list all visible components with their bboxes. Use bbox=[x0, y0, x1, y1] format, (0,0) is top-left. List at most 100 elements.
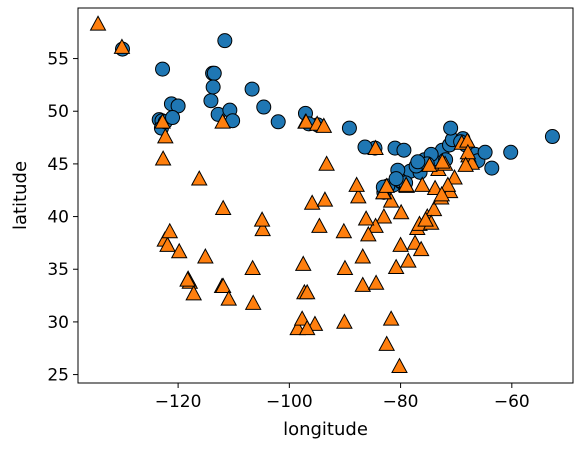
triangle-point bbox=[392, 203, 410, 220]
y-tick-labels: 25 30 35 40 45 50 55 bbox=[47, 50, 69, 386]
triangle-point bbox=[253, 211, 271, 227]
circle-point bbox=[443, 120, 459, 136]
triangle-point bbox=[315, 117, 333, 133]
triangle-point bbox=[154, 150, 172, 166]
x-tick-label: −80 bbox=[383, 392, 419, 412]
triangle-point bbox=[392, 236, 409, 252]
y-tick-label: 55 bbox=[47, 50, 69, 70]
triangle-point bbox=[433, 185, 451, 202]
triangle-point bbox=[382, 192, 400, 208]
y-axis-label: latitude bbox=[10, 161, 31, 230]
y-tick-label: 25 bbox=[47, 366, 69, 386]
triangle-point bbox=[367, 139, 384, 155]
triangle-point bbox=[354, 248, 372, 264]
x-tick-labels: −120 −100 −80 −60 bbox=[155, 392, 530, 412]
circle-point bbox=[244, 81, 260, 97]
circle-point bbox=[410, 154, 426, 170]
triangle-point bbox=[318, 155, 335, 171]
triangle-point bbox=[359, 225, 377, 242]
triangle-point bbox=[316, 191, 334, 207]
triangle-point bbox=[378, 177, 396, 193]
triangle-point bbox=[154, 113, 171, 129]
triangle-point bbox=[439, 176, 457, 192]
triangle-point bbox=[179, 271, 196, 287]
triangle-point bbox=[170, 242, 188, 259]
triangle-point bbox=[348, 176, 365, 192]
x-tick-label: −60 bbox=[494, 392, 530, 412]
triangle-point bbox=[425, 200, 443, 217]
triangle-point bbox=[336, 313, 353, 329]
y-tick-label: 30 bbox=[47, 313, 69, 333]
triangle-point bbox=[354, 276, 372, 292]
triangle-point bbox=[382, 310, 400, 326]
circle-point bbox=[396, 142, 412, 158]
triangle-point bbox=[161, 222, 179, 239]
circle-point bbox=[217, 33, 233, 49]
triangle-point bbox=[303, 194, 321, 210]
circle-point bbox=[388, 171, 404, 187]
triangle-point bbox=[417, 211, 434, 227]
triangle-point bbox=[433, 153, 451, 169]
triangle-point bbox=[254, 220, 271, 237]
y-tick-label: 45 bbox=[47, 155, 69, 175]
triangle-point bbox=[391, 357, 408, 374]
circle-point bbox=[256, 99, 272, 115]
circle-point bbox=[205, 79, 221, 95]
circle-point bbox=[165, 110, 181, 126]
circle-point bbox=[544, 129, 560, 145]
triangle-point bbox=[113, 38, 131, 54]
triangle-point bbox=[306, 315, 324, 331]
y-tick-label: 35 bbox=[47, 260, 69, 280]
circle-point bbox=[203, 93, 219, 109]
triangle-point bbox=[397, 176, 415, 192]
triangle-point bbox=[298, 319, 316, 336]
data-points bbox=[89, 15, 560, 374]
y-tick-label: 50 bbox=[47, 102, 69, 122]
circle-point bbox=[477, 144, 493, 160]
circle-point bbox=[341, 120, 357, 136]
circle-point bbox=[206, 65, 222, 81]
triangle-point bbox=[421, 156, 438, 172]
triangle-point bbox=[298, 283, 316, 300]
triangle-point bbox=[378, 335, 396, 351]
triangle-point bbox=[412, 240, 430, 257]
y-tick-label: 40 bbox=[47, 208, 69, 228]
x-axis-label: longitude bbox=[283, 419, 368, 440]
x-tick-label: −120 bbox=[155, 392, 202, 412]
triangle-point bbox=[220, 290, 238, 306]
triangle-point bbox=[294, 255, 312, 271]
triangle-point bbox=[293, 310, 311, 326]
triangle-point bbox=[185, 284, 203, 301]
y-tick-marks bbox=[73, 58, 78, 376]
triangle-point bbox=[446, 169, 463, 185]
triangle-point bbox=[349, 187, 367, 204]
triangle-point bbox=[375, 208, 393, 224]
triangle-point bbox=[244, 294, 262, 310]
x-tick-label: −100 bbox=[266, 392, 313, 412]
triangle-point bbox=[367, 274, 385, 290]
triangle-point bbox=[159, 236, 176, 252]
triangle-point bbox=[89, 15, 107, 31]
triangle-point bbox=[197, 248, 214, 264]
triangle-point bbox=[336, 259, 354, 276]
triangle-point bbox=[214, 199, 232, 216]
circle-point bbox=[484, 160, 500, 176]
triangle-point bbox=[311, 217, 328, 233]
triangle-point bbox=[244, 259, 261, 276]
triangle-point bbox=[413, 176, 431, 192]
triangle-point bbox=[335, 222, 353, 239]
triangle-point bbox=[297, 113, 315, 129]
triangle-point bbox=[214, 277, 232, 293]
triangle-point bbox=[190, 170, 208, 186]
triangle-point bbox=[426, 179, 444, 195]
triangle-point bbox=[387, 258, 405, 274]
circle-point bbox=[155, 61, 171, 77]
triangle-point bbox=[156, 127, 174, 144]
triangle-point bbox=[357, 210, 375, 226]
circle-point bbox=[270, 114, 286, 130]
triangle-point bbox=[214, 113, 231, 129]
triangle-point bbox=[400, 252, 417, 268]
x-tick-marks bbox=[177, 383, 513, 388]
circle-point bbox=[503, 144, 519, 160]
